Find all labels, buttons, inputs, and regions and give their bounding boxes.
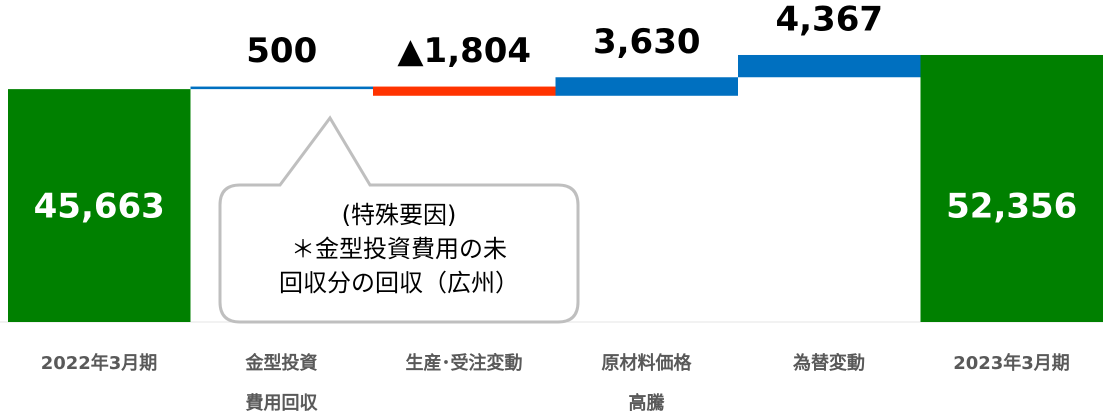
x-tick-label: 原材料価格 高騰 bbox=[601, 353, 692, 414]
bar bbox=[920, 54, 1103, 322]
value-label: 45,663 bbox=[34, 187, 165, 227]
x-tick-label: 為替変動 bbox=[793, 353, 865, 374]
x-tick-label: 生産･受注変動 bbox=[405, 353, 523, 374]
bar bbox=[190, 86, 373, 90]
annotation: (特殊要因) ＊金型投資費用の未 回収分の回収（広州） bbox=[279, 201, 519, 297]
value-label: ▲1,804 bbox=[397, 31, 531, 71]
x-tick-label: 2023年3月期 bbox=[953, 353, 1070, 374]
value-label: 4,367 bbox=[775, 0, 883, 39]
x-tick-label: 金型投資 費用回収 bbox=[245, 353, 318, 414]
x-tick-label: 2022年3月期 bbox=[40, 353, 158, 374]
bar bbox=[373, 86, 556, 96]
value-label: 3,630 bbox=[593, 22, 701, 62]
bar bbox=[8, 89, 191, 322]
bar bbox=[738, 54, 921, 78]
bar bbox=[555, 77, 738, 96]
callout bbox=[218, 115, 580, 324]
value-label: 52,356 bbox=[946, 187, 1077, 227]
value-label: 500 bbox=[246, 31, 317, 71]
